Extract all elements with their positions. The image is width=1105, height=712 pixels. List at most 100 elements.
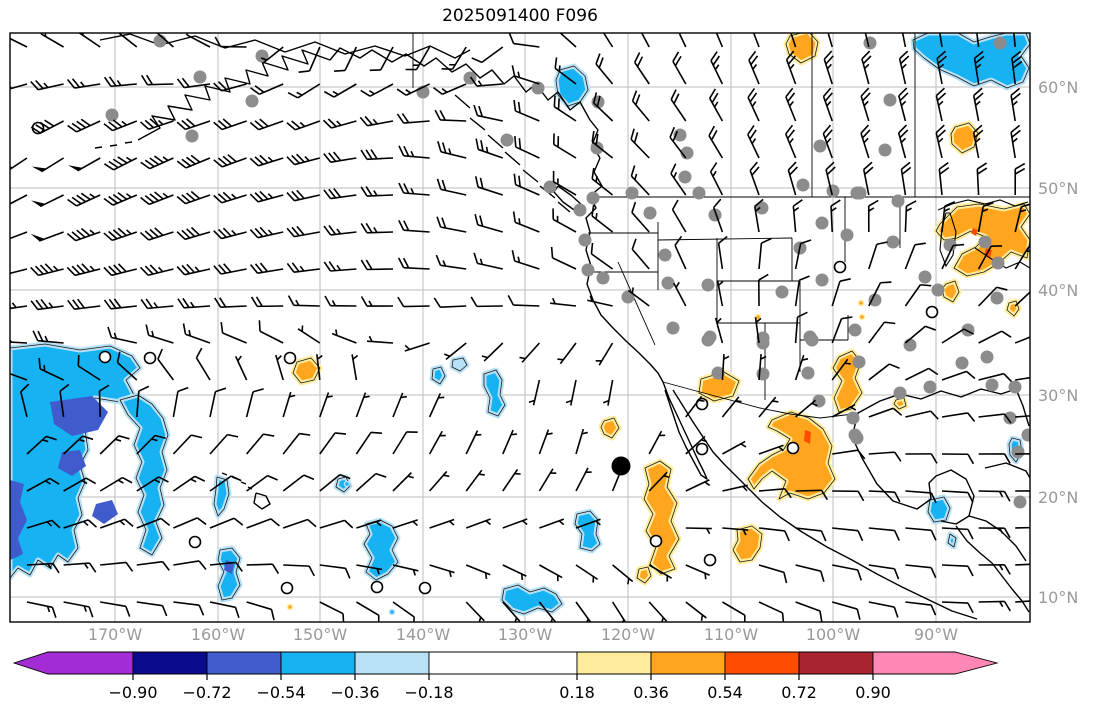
barb-full bbox=[222, 191, 232, 201]
barb-staff bbox=[758, 487, 785, 492]
barb-full bbox=[857, 490, 865, 502]
barb-full bbox=[752, 19, 759, 28]
barb-full bbox=[103, 197, 114, 206]
barb-full bbox=[479, 215, 484, 227]
barb-half bbox=[675, 281, 680, 288]
contour-outline bbox=[950, 122, 979, 154]
barb-full bbox=[1, 332, 6, 342]
barb-full bbox=[861, 50, 871, 60]
barb-half bbox=[751, 138, 757, 145]
barb-staff bbox=[10, 157, 28, 171]
barb-full bbox=[217, 120, 228, 129]
barb-full bbox=[935, 87, 946, 97]
barb-half bbox=[479, 258, 484, 265]
barb-staff bbox=[282, 433, 300, 455]
barb-full bbox=[677, 19, 683, 28]
barb-full bbox=[712, 14, 719, 23]
barb-full bbox=[49, 477, 60, 485]
barb-full bbox=[963, 328, 975, 335]
barb-full bbox=[1003, 373, 1013, 383]
barb-full bbox=[370, 149, 378, 160]
barb-staff bbox=[40, 33, 65, 48]
barb-staff bbox=[308, 46, 321, 72]
barb-staff bbox=[977, 245, 992, 270]
barb-half bbox=[975, 137, 981, 143]
barb-full bbox=[103, 299, 112, 310]
barb-staff bbox=[1015, 376, 1030, 381]
barb-full bbox=[824, 129, 833, 139]
barb-full bbox=[99, 384, 110, 392]
lon-tick-label: 100°W bbox=[806, 625, 861, 644]
barb-half bbox=[373, 190, 378, 197]
barb-staff bbox=[282, 518, 309, 529]
barb-staff bbox=[20, 391, 28, 418]
barb-full bbox=[899, 50, 909, 60]
station-dot bbox=[578, 233, 592, 247]
barb-staff bbox=[674, 244, 687, 270]
barb-full bbox=[88, 606, 94, 618]
barb-half bbox=[46, 521, 53, 527]
barb-half bbox=[514, 617, 518, 622]
barb-full bbox=[186, 228, 196, 238]
barb-half bbox=[53, 265, 59, 272]
station-dot bbox=[955, 356, 969, 370]
barb-staff bbox=[905, 410, 931, 418]
barb-staff bbox=[99, 435, 120, 455]
contour-outline bbox=[1006, 300, 1020, 317]
barb-full bbox=[215, 387, 227, 393]
barb-full bbox=[826, 19, 834, 27]
coastline bbox=[454, 94, 471, 109]
barb-full bbox=[81, 263, 91, 273]
barb-staff bbox=[428, 470, 448, 492]
barb-full bbox=[930, 604, 937, 616]
barb-full bbox=[234, 607, 240, 618]
barb-staff bbox=[245, 433, 264, 455]
calm-station-circle bbox=[98, 350, 112, 364]
barb-staff bbox=[209, 601, 236, 609]
lake-outline bbox=[937, 199, 1029, 211]
barb-staff bbox=[672, 61, 687, 85]
barb-half bbox=[326, 395, 333, 398]
barb-full bbox=[591, 130, 595, 142]
barb-full bbox=[718, 235, 728, 244]
barb-full bbox=[928, 367, 939, 376]
barb-staff bbox=[136, 517, 162, 529]
barb-full bbox=[223, 263, 232, 273]
highlight-station-dot bbox=[611, 456, 631, 476]
barb-full bbox=[825, 14, 833, 22]
barb-full bbox=[51, 519, 61, 529]
barb-staff bbox=[784, 133, 797, 159]
station-dot bbox=[590, 141, 604, 155]
colorbar-band-orangered bbox=[724, 651, 800, 675]
barb-staff bbox=[941, 564, 969, 568]
barb-half bbox=[363, 395, 370, 399]
barb-full bbox=[181, 119, 191, 129]
barb-staff bbox=[157, 358, 175, 381]
barb-full bbox=[967, 412, 976, 422]
barb-half bbox=[938, 63, 945, 69]
barb-full bbox=[857, 530, 864, 542]
barb-full bbox=[108, 230, 118, 240]
barb-full bbox=[365, 186, 373, 197]
barb-staff bbox=[319, 473, 341, 492]
barb-full bbox=[328, 261, 337, 272]
contour-outline bbox=[431, 366, 446, 385]
barb-full bbox=[182, 323, 187, 335]
barb-staff bbox=[611, 601, 627, 622]
barb-full bbox=[898, 124, 908, 134]
barb-staff bbox=[246, 563, 273, 566]
barb-staff bbox=[173, 560, 200, 566]
barb-full bbox=[220, 321, 224, 334]
barb-full bbox=[190, 190, 201, 200]
barb-full bbox=[334, 432, 347, 435]
barb-full bbox=[480, 140, 484, 152]
barb-full bbox=[365, 222, 373, 234]
barb-staff bbox=[1013, 33, 1016, 48]
barb-full bbox=[370, 431, 382, 435]
barb-full bbox=[259, 262, 269, 273]
barb-full bbox=[396, 113, 405, 124]
barb-half bbox=[441, 88, 448, 93]
barb-staff bbox=[602, 33, 614, 48]
barb-staff bbox=[532, 379, 541, 406]
barb-staff bbox=[10, 231, 28, 240]
